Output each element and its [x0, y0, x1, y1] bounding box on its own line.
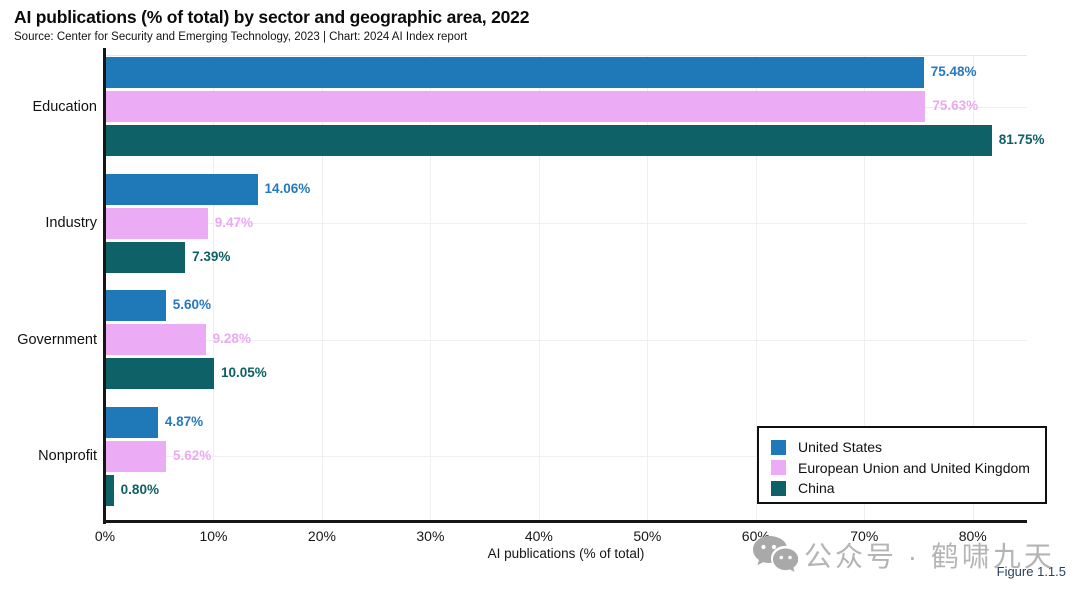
bar-european-union-and-united-kingdom-education	[105, 91, 926, 122]
y-axis-line	[103, 48, 106, 524]
category-label-nonprofit: Nonprofit	[38, 448, 97, 464]
bar-china-nonprofit	[105, 474, 114, 506]
bar-value-label: 4.87%	[164, 413, 204, 429]
bar-european-union-and-united-kingdom-nonprofit	[105, 440, 166, 472]
category-label-government: Government	[17, 331, 97, 348]
bar-value-label: 9.28%	[212, 331, 251, 346]
bar-value-label: 0.80%	[120, 481, 159, 497]
wechat-icon	[752, 533, 799, 580]
x-axis-line	[103, 520, 1027, 523]
bar-value-label: 5.62%	[172, 447, 212, 463]
legend-swatch	[771, 480, 786, 496]
bar-european-union-and-united-kingdom-government	[105, 324, 206, 355]
gridline	[864, 55, 866, 521]
legend-label: European Union and United Kingdom	[798, 459, 1030, 476]
bar-value-label: 10.05%	[221, 365, 267, 380]
watermark: 公众号 · 鹤啸九天	[752, 533, 1055, 580]
legend-swatch	[771, 439, 786, 455]
legend-item: United States	[771, 437, 1045, 458]
bar-china-industry	[105, 241, 186, 273]
gridline	[321, 55, 323, 521]
bar-value-label: 81.75%	[998, 132, 1045, 147]
bar-united-states-education	[105, 57, 924, 88]
plot-top-border	[105, 55, 1027, 56]
category-label-education: Education	[32, 98, 98, 115]
x-tick-label: 20%	[307, 528, 336, 544]
gridline	[538, 55, 540, 521]
legend-label: China	[798, 480, 835, 497]
x-tick-label: 50%	[633, 528, 662, 544]
bar-china-government	[105, 358, 214, 389]
bar-value-label: 7.39%	[192, 248, 231, 264]
x-tick-label: 30%	[416, 528, 445, 544]
bar-united-states-government	[105, 290, 166, 321]
gridline	[755, 55, 757, 521]
legend: United States European Union and United K…	[757, 426, 1047, 504]
bar-united-states-nonprofit	[105, 406, 158, 438]
legend-swatch	[771, 460, 786, 476]
bar-value-label: 75.63%	[932, 98, 979, 113]
chart-title: AI publications (% of total) by sector a…	[14, 7, 530, 27]
x-tick-label: 80%	[958, 528, 987, 544]
figure-label: Figure 1.1.5	[996, 564, 1066, 579]
legend-item: China	[771, 478, 1045, 499]
bar-china-education	[105, 125, 992, 156]
gridline	[430, 55, 432, 521]
legend-label: United States	[798, 439, 883, 456]
x-tick-label: 70%	[850, 528, 879, 544]
chart-source: Source: Center for Security and Emerging…	[14, 31, 468, 43]
x-tick-label: 0%	[94, 528, 116, 544]
bar-european-union-and-united-kingdom-industry	[105, 207, 208, 239]
x-axis-title: AI publications (% of total)	[487, 546, 645, 561]
bar-value-label: 9.47%	[214, 214, 253, 230]
x-tick-label: 10%	[199, 528, 228, 544]
gridline	[213, 55, 215, 521]
bar-united-states-industry	[105, 173, 258, 205]
gridline	[105, 339, 1027, 341]
category-label-industry: Industry	[45, 215, 97, 231]
gridline	[105, 456, 1027, 457]
gridline	[105, 223, 1027, 224]
x-tick-label: 40%	[524, 528, 553, 544]
legend-item: European Union and United Kingdom	[771, 458, 1045, 479]
watermark-text: 公众号 · 鹤啸九天	[804, 540, 1055, 572]
bar-value-label: 14.06%	[264, 180, 311, 196]
bar-value-label: 75.48%	[930, 64, 977, 79]
gridline	[972, 55, 974, 521]
bar-value-label: 5.60%	[172, 297, 212, 312]
gridline	[647, 55, 649, 521]
